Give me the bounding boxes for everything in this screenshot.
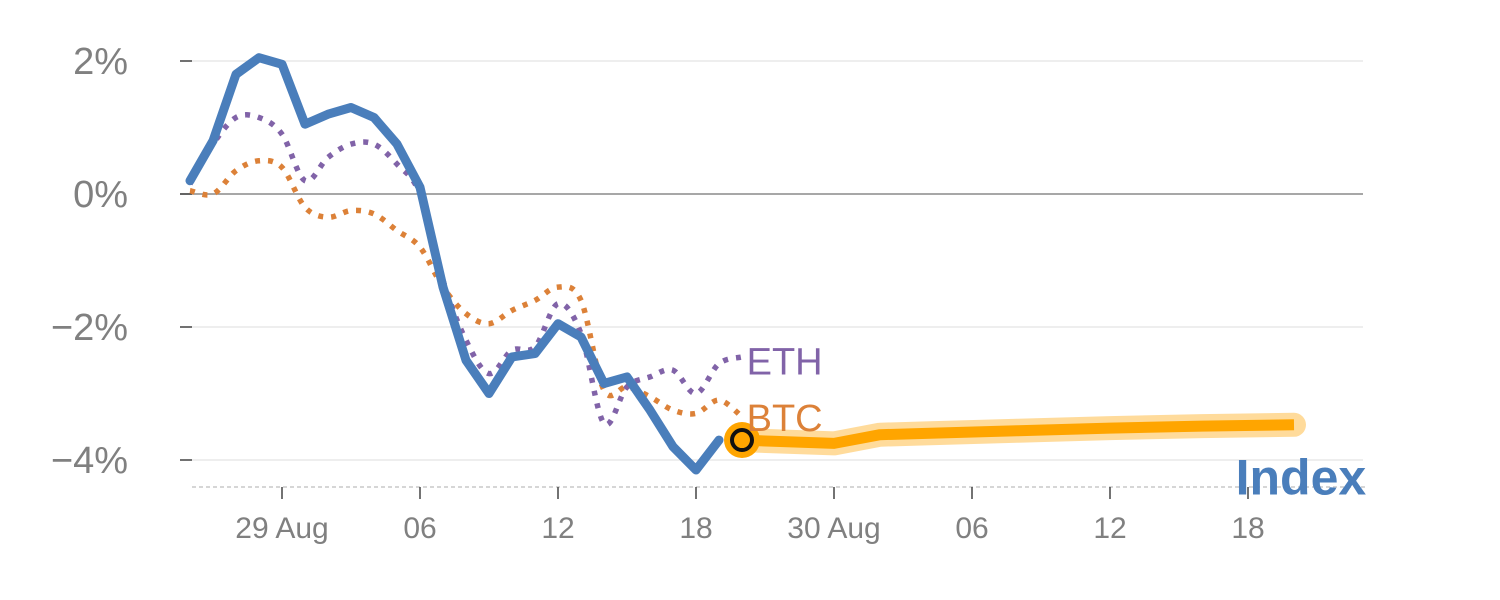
- x-tick-label: 18: [1231, 512, 1264, 545]
- index-series-label: Index: [1236, 450, 1367, 506]
- x-tick-label: 18: [679, 512, 712, 545]
- x-tick-label: 06: [403, 512, 436, 545]
- y-axis: 2% 0% −2% −4%: [51, 41, 192, 482]
- y-tick-label: 0%: [73, 174, 128, 216]
- index-line: [185, 53, 724, 475]
- series-labels: ETH BTC Index: [747, 341, 1367, 505]
- x-axis: 29 Aug 06 12 18 30 Aug 06 12 18: [192, 486, 1365, 545]
- x-tick-label: 29 Aug: [235, 512, 328, 545]
- x-tick-label: 06: [955, 512, 988, 545]
- eth-line: [187, 112, 743, 428]
- series-lines: [185, 53, 1306, 475]
- eth-series-label: ETH: [747, 341, 823, 383]
- y-tick-label: −4%: [51, 440, 128, 482]
- x-tick-label: 12: [1093, 512, 1126, 545]
- x-tick-label: 12: [541, 512, 574, 545]
- y-tick-label: −2%: [51, 307, 128, 349]
- forecast-start-marker: [724, 422, 760, 459]
- x-tick-label: 30 Aug: [787, 512, 880, 545]
- btc-line: [189, 157, 744, 420]
- btc-series-label: BTC: [747, 398, 823, 440]
- y-tick-label: 2%: [73, 41, 128, 83]
- forecast-start-ring: [730, 428, 754, 453]
- gridlines: [180, 60, 1363, 461]
- forecast-line: [741, 419, 1295, 449]
